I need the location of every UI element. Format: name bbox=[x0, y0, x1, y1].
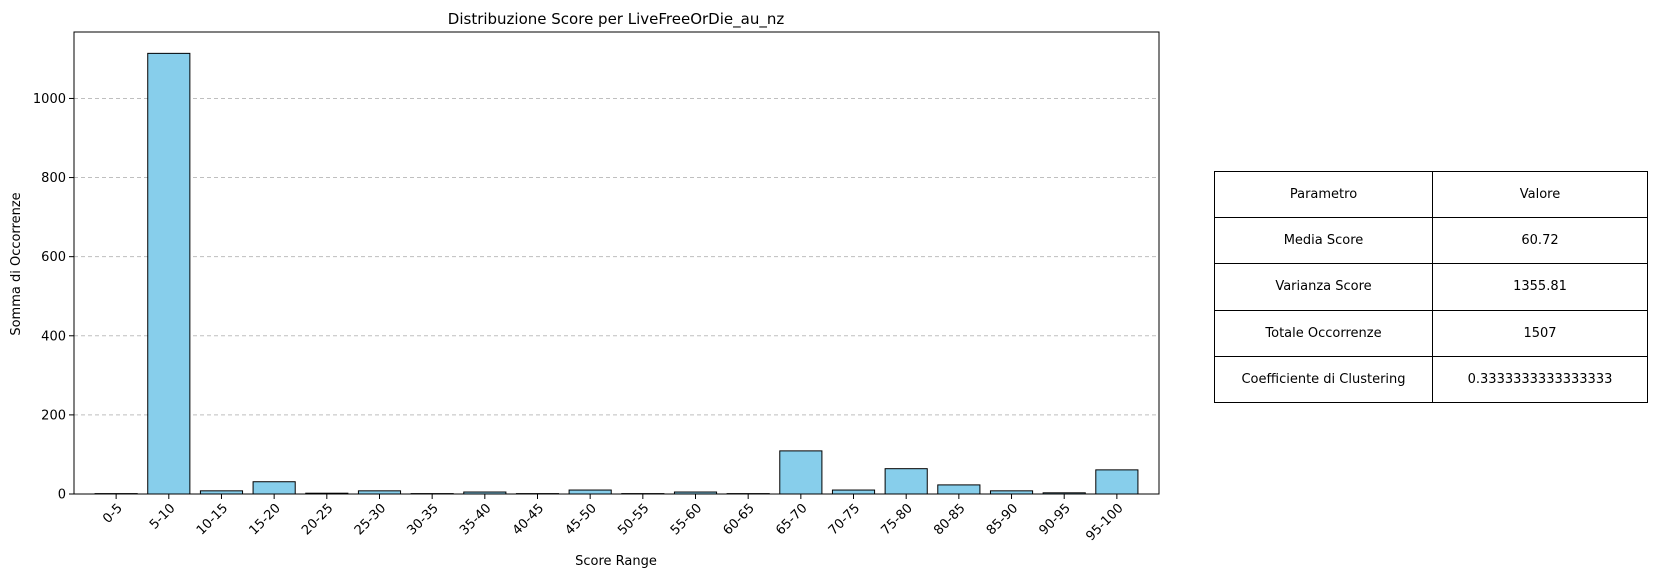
table-header-parametro: Parametro bbox=[1214, 170, 1433, 219]
x-tick-label: 60-65 bbox=[721, 501, 758, 538]
y-tick-label: 1000 bbox=[33, 92, 66, 107]
x-tick-label: 75-80 bbox=[879, 501, 916, 538]
y-tick-label: 0 bbox=[58, 488, 66, 503]
x-tick-label: 65-70 bbox=[773, 501, 810, 538]
bar-45-50 bbox=[568, 489, 612, 495]
table-cell-param: Coefficiente di Clustering bbox=[1214, 355, 1433, 404]
x-tick-label: 5-10 bbox=[147, 501, 178, 532]
y-tick-label: 400 bbox=[41, 329, 66, 344]
table-cell-param: Varianza Score bbox=[1214, 263, 1433, 311]
bar-70-75 bbox=[831, 489, 876, 495]
y-tick-label: 200 bbox=[41, 408, 66, 423]
x-tick-label: 40-45 bbox=[510, 501, 547, 538]
x-axis-label: Score Range bbox=[575, 554, 657, 569]
x-tick-label: 70-75 bbox=[826, 501, 863, 538]
x-tick-label: 0-5 bbox=[100, 501, 126, 527]
y-axis-label: Somma di Occorrenze bbox=[9, 192, 24, 335]
x-tick-label: 80-85 bbox=[931, 501, 968, 538]
x-tick-label: 20-25 bbox=[299, 501, 336, 538]
table-row: Varianza Score 1355.81 bbox=[1214, 263, 1648, 311]
table-cell-param: Media Score bbox=[1214, 217, 1433, 265]
stats-table: Parametro Valore Media Score 60.72 Varia… bbox=[1214, 170, 1648, 404]
bar-5-10 bbox=[147, 52, 191, 495]
x-tick-label: 35-40 bbox=[457, 501, 494, 538]
bar-65-70 bbox=[779, 450, 823, 495]
table-header-row: Parametro Valore bbox=[1214, 170, 1648, 219]
x-tick-label: 15-20 bbox=[246, 501, 283, 538]
x-tick-label: 45-50 bbox=[562, 501, 599, 538]
x-tick-label: 55-60 bbox=[668, 501, 705, 538]
bar-15-20 bbox=[252, 481, 296, 495]
gridlines bbox=[74, 97, 1159, 416]
x-tick-label: 90-95 bbox=[1037, 501, 1074, 538]
table-cell-value: 60.72 bbox=[1432, 217, 1648, 265]
table-cell-value: 0.3333333333333333 bbox=[1432, 355, 1648, 404]
bar-75-80 bbox=[884, 468, 928, 495]
x-tick-label: 85-90 bbox=[984, 501, 1021, 538]
bar-80-85 bbox=[937, 484, 981, 495]
bar-95-100 bbox=[1095, 469, 1139, 495]
plot-frame bbox=[73, 31, 1160, 495]
table-header-valore: Valore bbox=[1432, 170, 1648, 219]
x-axis-ticks: 0-5 5-10 10-15 15-20 20-25 25-30 30-35 35-40 40-… bbox=[100, 494, 1127, 544]
x-tick-label: 30-35 bbox=[404, 501, 441, 538]
table-cell-value: 1355.81 bbox=[1432, 263, 1648, 311]
x-tick-label: 10-15 bbox=[194, 501, 231, 538]
table-row: Coefficiente di Clustering 0.33333333333… bbox=[1214, 355, 1648, 404]
y-tick-label: 600 bbox=[41, 250, 66, 265]
y-axis-ticks: 0 200 400 600 800 1000 bbox=[33, 92, 74, 503]
x-tick-label: 95-100 bbox=[1083, 501, 1126, 544]
table-row: Totale Occorrenze 1507 bbox=[1214, 309, 1648, 357]
x-tick-label: 25-30 bbox=[352, 501, 389, 538]
chart-title: Distribuzione Score per LiveFreeOrDie_au… bbox=[448, 10, 785, 29]
table-cell-value: 1507 bbox=[1432, 309, 1648, 357]
table-row: Media Score 60.72 bbox=[1214, 217, 1648, 265]
table-cell-param: Totale Occorrenze bbox=[1214, 309, 1433, 357]
y-tick-label: 800 bbox=[41, 171, 66, 186]
x-tick-label: 50-55 bbox=[615, 501, 652, 538]
bars bbox=[94, 52, 1139, 495]
